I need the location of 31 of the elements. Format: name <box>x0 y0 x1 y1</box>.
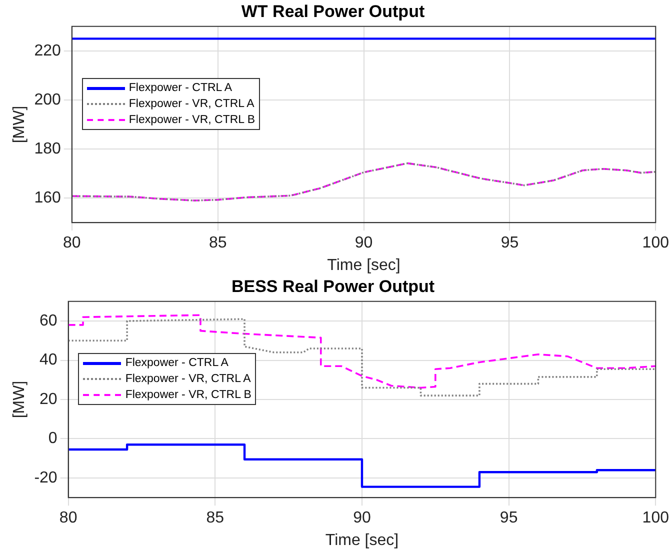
x-tick-label: 85 <box>206 510 224 527</box>
y-axis-title: [MW] <box>11 106 28 144</box>
legend-label: Flexpower - VR, CTRL A <box>128 98 254 110</box>
x-tick-label: 95 <box>500 510 518 527</box>
x-tick-label: 90 <box>353 510 371 527</box>
y-tick-label: 180 <box>34 140 61 158</box>
legend-label: Flexpower - VR, CTRL B <box>125 389 252 402</box>
x-tick-label: 85 <box>208 234 227 252</box>
legend-label: Flexpower - VR, CTRL B <box>128 114 255 126</box>
y-tick-label: 40 <box>40 352 58 369</box>
x-tick-label: 90 <box>354 234 373 252</box>
legend-label: Flexpower - CTRL A <box>128 82 232 94</box>
chart-title: BESS Real Power Output <box>231 276 435 296</box>
y-tick-label: -20 <box>34 469 58 486</box>
y-tick-label: 20 <box>40 390 58 408</box>
y-tick-label: 60 <box>40 312 58 330</box>
x-axis-title: Time [sec] <box>327 256 400 274</box>
y-axis-title: [MW] <box>11 380 28 418</box>
y-tick-label: 200 <box>34 91 61 108</box>
x-axis-title: Time [sec] <box>325 532 399 549</box>
y-tick-label: 0 <box>48 430 58 448</box>
legend-label: Flexpower - CTRL A <box>125 357 228 370</box>
x-tick-label: 100 <box>642 234 670 252</box>
y-tick-label: 160 <box>34 189 61 206</box>
x-tick-label: 80 <box>59 510 78 527</box>
x-tick-label: 95 <box>500 234 519 252</box>
chart-title: WT Real Power Output <box>241 2 425 21</box>
x-tick-label: 80 <box>62 234 81 252</box>
legend-label: Flexpower - VR, CTRL A <box>125 373 251 386</box>
x-tick-label: 100 <box>642 510 670 527</box>
y-tick-label: 220 <box>34 42 61 60</box>
